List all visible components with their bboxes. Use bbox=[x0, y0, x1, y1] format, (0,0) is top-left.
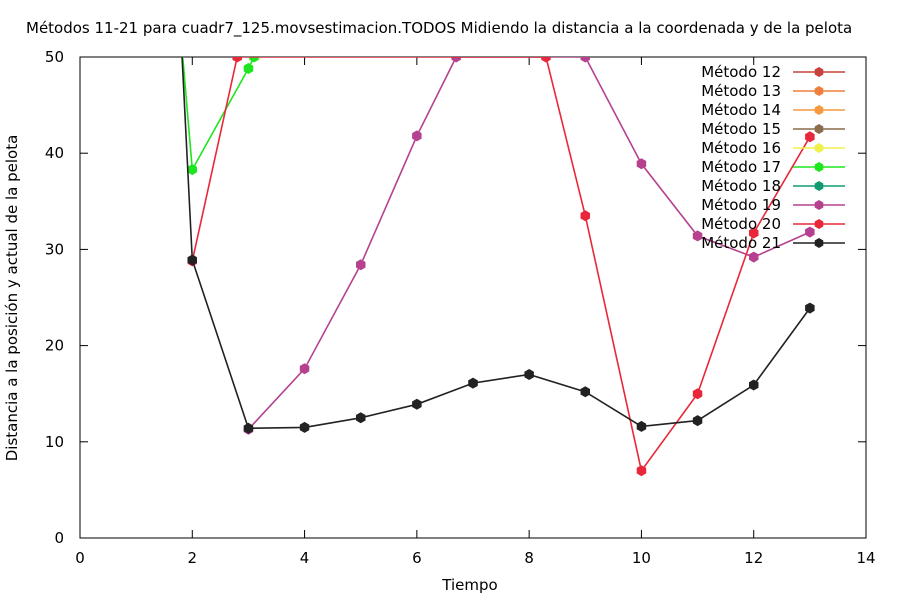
legend-label: Método 21 bbox=[701, 234, 781, 252]
data-point bbox=[187, 254, 197, 266]
data-point bbox=[692, 415, 703, 427]
y-tick-label: 20 bbox=[45, 337, 64, 355]
legend-label: Método 16 bbox=[701, 139, 781, 157]
data-point bbox=[749, 227, 759, 239]
data-point bbox=[249, 57, 259, 63]
legend-marker bbox=[814, 143, 824, 153]
y-tick-label: 10 bbox=[45, 433, 64, 451]
x-tick-label: 2 bbox=[188, 549, 198, 567]
legend-label: Método 20 bbox=[701, 215, 781, 233]
data-point bbox=[636, 465, 647, 477]
legend-label: Método 18 bbox=[701, 177, 781, 195]
y-axis-ticks: 0 10 20 30 40 50 bbox=[45, 48, 866, 547]
legend-label: Método 14 bbox=[701, 101, 781, 119]
x-tick-label: 6 bbox=[412, 549, 422, 567]
data-point bbox=[243, 63, 254, 74]
y-axis-label: Distancia a la posición y actual de la p… bbox=[3, 135, 21, 462]
y-tick-label: 0 bbox=[54, 529, 64, 547]
data-point bbox=[692, 230, 703, 242]
legend-item: Método 19 bbox=[701, 196, 845, 214]
data-point bbox=[412, 130, 422, 142]
data-point bbox=[580, 57, 590, 63]
data-point bbox=[636, 158, 647, 170]
data-point bbox=[636, 420, 647, 432]
legend-marker bbox=[814, 124, 824, 134]
legend-marker bbox=[814, 238, 824, 248]
legend-marker bbox=[814, 200, 824, 210]
legend-item: Método 18 bbox=[701, 177, 845, 195]
chart-title: Métodos 11-21 para cuadr7_125.movsestima… bbox=[26, 19, 852, 38]
data-point bbox=[580, 210, 590, 222]
data-point bbox=[805, 131, 815, 143]
data-point bbox=[412, 398, 422, 410]
y-tick-label: 30 bbox=[45, 240, 64, 258]
y-tick-label: 40 bbox=[45, 144, 64, 162]
series-layer bbox=[181, 57, 815, 477]
x-tick-label: 14 bbox=[856, 549, 875, 567]
legend-label: Método 12 bbox=[701, 63, 781, 81]
legend-item: Método 20 bbox=[701, 215, 845, 233]
legend-item: Método 21 bbox=[701, 234, 845, 252]
legend-item: Método 15 bbox=[701, 120, 845, 138]
legend-label: Método 13 bbox=[701, 82, 781, 100]
legend-marker bbox=[814, 219, 824, 229]
series-line bbox=[191, 57, 811, 473]
x-tick-label: 0 bbox=[75, 549, 85, 567]
legend-marker bbox=[814, 86, 824, 96]
data-point bbox=[805, 226, 815, 238]
series-line bbox=[247, 57, 811, 430]
x-axis-label: Tiempo bbox=[441, 576, 497, 594]
legend-item: Método 16 bbox=[701, 139, 845, 157]
data-point bbox=[232, 57, 242, 63]
data-point bbox=[749, 251, 759, 263]
data-point bbox=[692, 388, 703, 400]
data-point bbox=[451, 57, 461, 63]
legend-marker bbox=[814, 67, 824, 77]
series-6 bbox=[181, 57, 259, 176]
legend-item: Método 12 bbox=[701, 63, 845, 81]
data-point bbox=[749, 379, 759, 391]
series-10 bbox=[181, 57, 815, 434]
data-point bbox=[580, 386, 590, 398]
legend-marker bbox=[814, 162, 824, 172]
legend-item: Método 14 bbox=[701, 101, 845, 119]
data-point bbox=[299, 363, 310, 375]
data-point bbox=[187, 164, 197, 176]
legend-label: Método 17 bbox=[701, 158, 781, 176]
data-point bbox=[356, 259, 366, 271]
legend-label: Método 15 bbox=[701, 120, 781, 138]
data-point bbox=[805, 302, 815, 314]
data-point bbox=[541, 57, 551, 63]
series-line bbox=[181, 57, 255, 173]
data-point bbox=[468, 377, 478, 389]
legend-marker bbox=[814, 105, 824, 115]
data-point bbox=[524, 369, 534, 380]
x-tick-label: 4 bbox=[300, 549, 310, 567]
legend-item: Método 17 bbox=[701, 158, 845, 176]
x-tick-label: 10 bbox=[632, 549, 651, 567]
data-point bbox=[299, 421, 310, 433]
x-tick-label: 8 bbox=[524, 549, 534, 567]
data-point bbox=[356, 412, 366, 424]
x-axis-ticks: 0 2 4 6 8 10 12 14 bbox=[75, 57, 876, 567]
y-tick-label: 50 bbox=[45, 48, 64, 66]
legend-marker bbox=[814, 181, 824, 191]
legend-label: Método 19 bbox=[701, 196, 781, 214]
x-tick-label: 12 bbox=[744, 549, 763, 567]
data-point bbox=[243, 422, 254, 434]
legend-item: Método 13 bbox=[701, 82, 845, 100]
